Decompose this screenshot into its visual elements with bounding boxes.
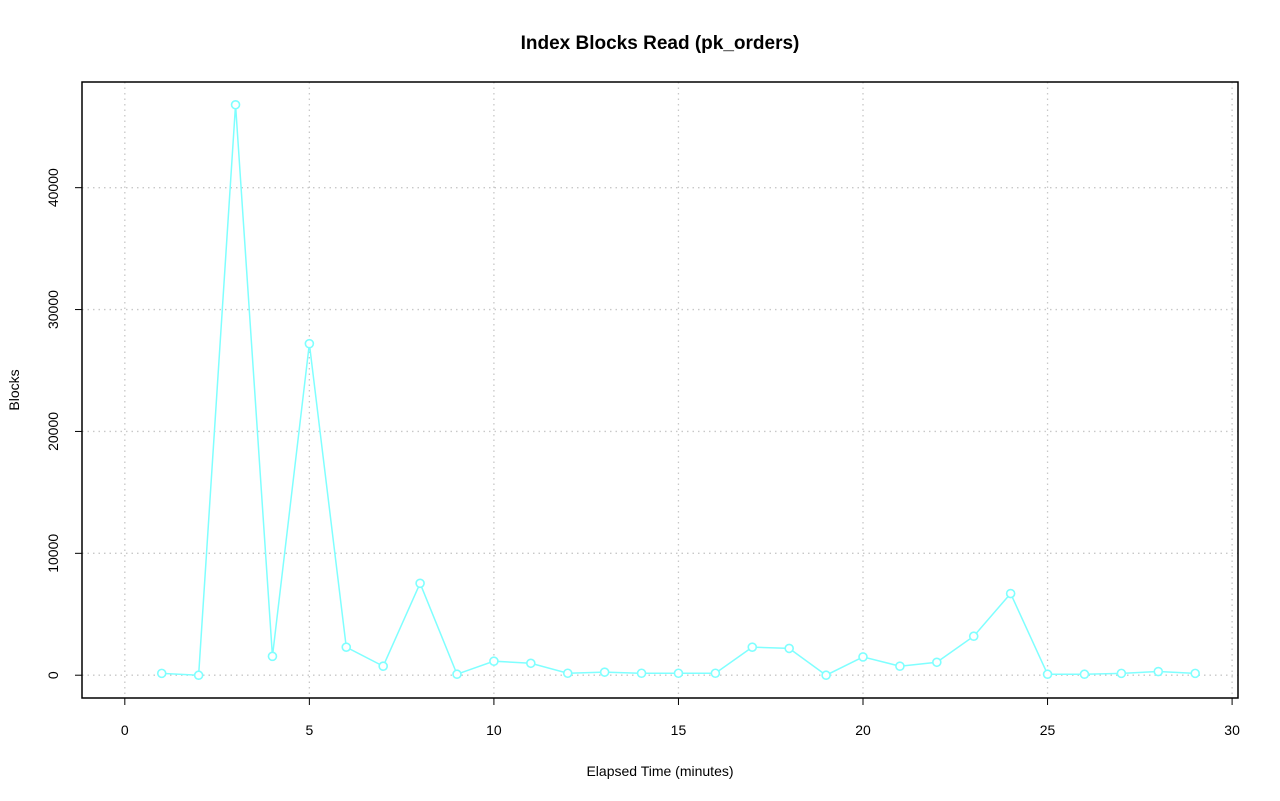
data-point bbox=[747, 642, 758, 652]
data-point bbox=[932, 657, 942, 668]
x-tick-label: 20 bbox=[855, 722, 871, 738]
data-point bbox=[673, 668, 684, 679]
data-point bbox=[452, 669, 462, 680]
plot-frame bbox=[81, 81, 1239, 699]
y-tick-label: 0 bbox=[45, 671, 61, 679]
data-point bbox=[1005, 588, 1016, 599]
x-tick-label: 5 bbox=[305, 722, 313, 738]
data-point bbox=[895, 661, 905, 671]
x-tick-label: 10 bbox=[486, 722, 502, 738]
data-point bbox=[415, 578, 425, 589]
data-point bbox=[230, 99, 241, 110]
x-tick-label: 30 bbox=[1224, 722, 1240, 738]
data-point bbox=[267, 651, 278, 662]
data-point bbox=[710, 668, 721, 679]
data-point bbox=[821, 670, 831, 681]
data-point bbox=[1079, 669, 1090, 680]
data-point bbox=[378, 661, 388, 671]
data-point bbox=[341, 642, 352, 652]
data-point bbox=[562, 668, 573, 679]
data-point bbox=[1190, 668, 1200, 679]
y-tick-label: 20000 bbox=[45, 412, 61, 451]
data-point bbox=[636, 668, 647, 679]
data-point bbox=[489, 656, 499, 666]
x-tick-label: 0 bbox=[121, 722, 129, 738]
data-point bbox=[1116, 668, 1127, 679]
y-tick-label: 40000 bbox=[45, 168, 61, 207]
data-point bbox=[526, 658, 536, 669]
data-point bbox=[599, 667, 610, 677]
x-tick-label: 15 bbox=[671, 722, 687, 738]
y-tick-label: 30000 bbox=[45, 290, 61, 329]
x-tick-label: 25 bbox=[1040, 722, 1056, 738]
data-point bbox=[156, 668, 167, 679]
data-point bbox=[1042, 669, 1053, 680]
data-point bbox=[1153, 666, 1164, 677]
data-point bbox=[784, 643, 794, 654]
data-point bbox=[304, 338, 315, 349]
y-tick-label: 10000 bbox=[45, 534, 61, 573]
data-point bbox=[968, 631, 979, 642]
x-axis-label: Elapsed Time (minutes) bbox=[586, 763, 733, 779]
data-point bbox=[858, 652, 868, 662]
y-axis-label: Blocks bbox=[6, 369, 22, 410]
chart-title: Index Blocks Read (pk_orders) bbox=[521, 33, 800, 54]
data-point bbox=[193, 670, 204, 681]
